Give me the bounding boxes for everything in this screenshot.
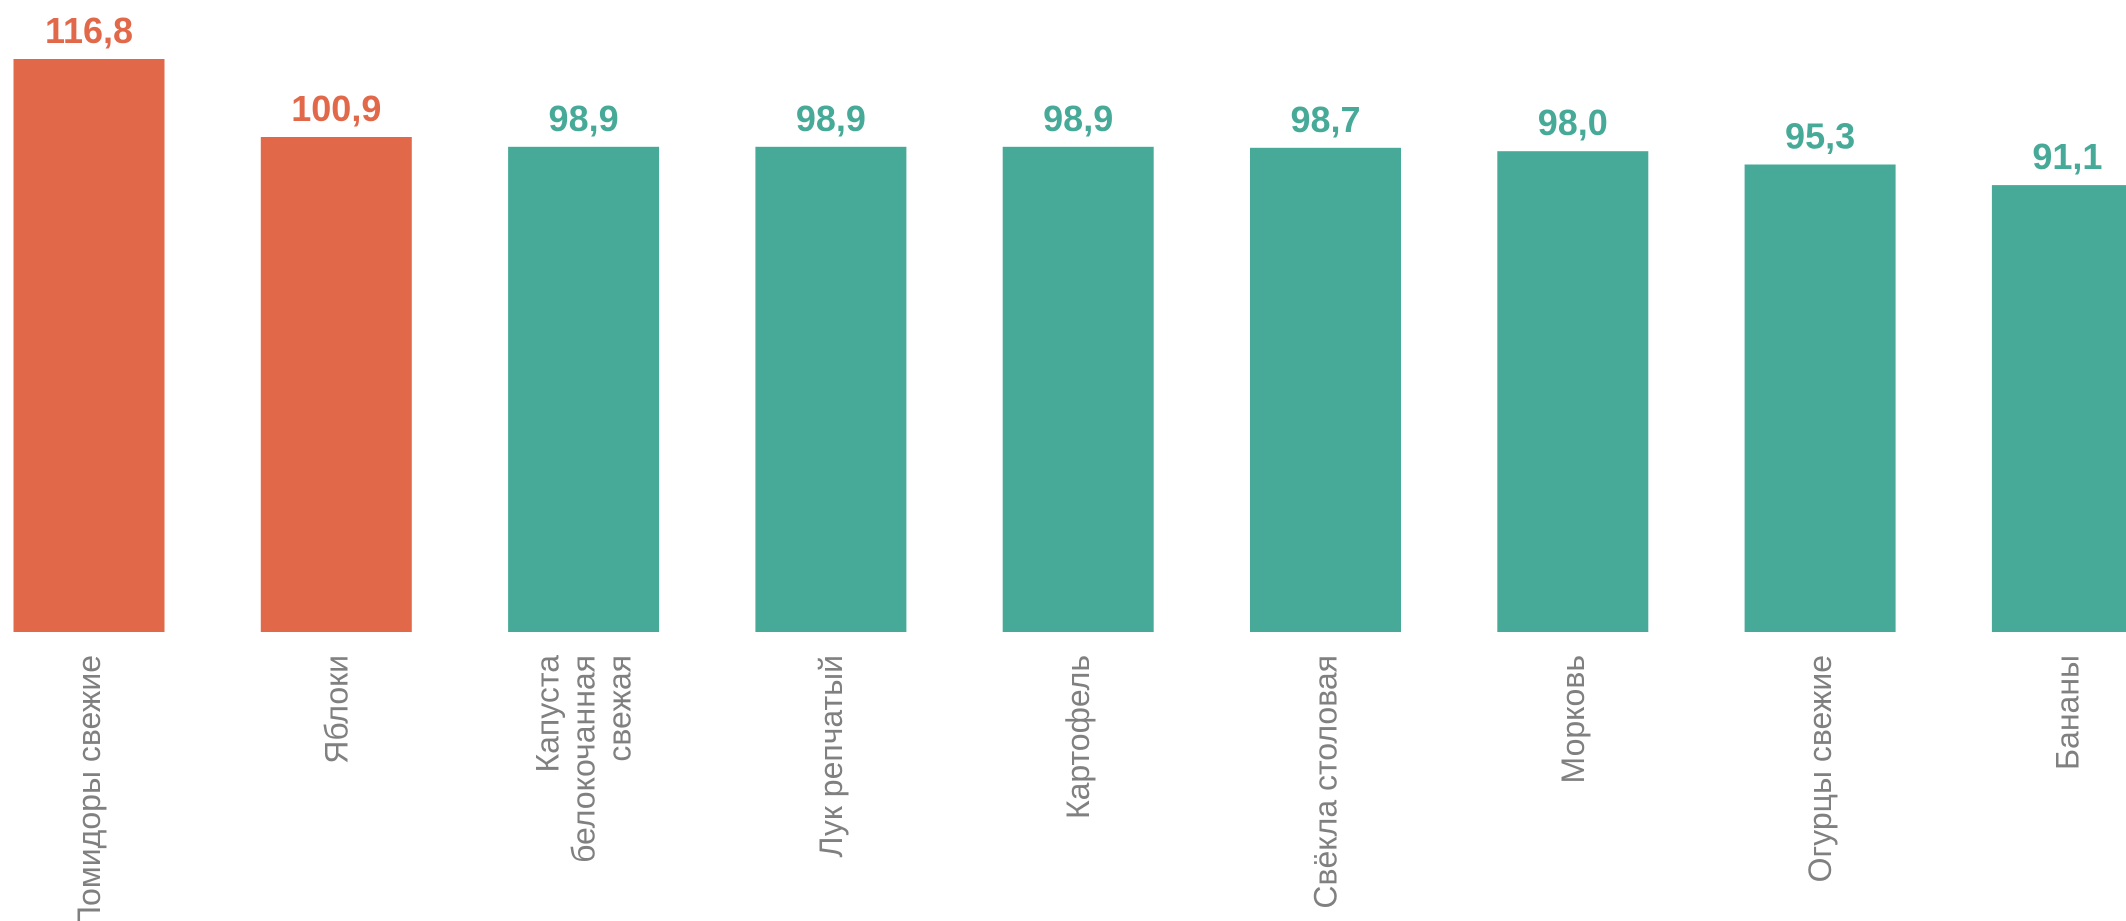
bar [755,146,907,633]
category-label: Картофель [1060,655,1096,819]
bar [508,146,660,633]
category-label-line: Картофель [1060,655,1096,819]
category-label: Бананы [2049,655,2085,770]
data-label: 98,9 [796,98,866,139]
category-label-line: Свёкла столовая [1308,655,1344,909]
bar [1497,151,1649,632]
bar [13,59,165,632]
category-label: Капуста белокочанная свежая [530,655,638,863]
category-label: Свёкла столовая [1308,655,1344,909]
bar [1991,185,2126,632]
category-label: Помидоры свежие [71,655,107,921]
bar [1744,164,1896,632]
data-label: 116,8 [45,10,133,51]
bar [260,137,412,632]
category-label-line: Огурцы свежие [1802,655,1838,882]
category-label: Лук репчатый [813,655,849,857]
data-label: 98,7 [1290,99,1360,140]
category-label-line: Капуста [530,655,566,773]
category-label-line: Лук репчатый [813,655,849,857]
data-label: 91,1 [2032,136,2102,177]
bar [1250,147,1401,633]
category-label-line: свежая [602,655,638,762]
category-label-line: Помидоры свежие [71,655,107,921]
data-label: 100,9 [291,88,381,129]
data-label: 98,9 [1043,98,1113,139]
bar [1002,146,1154,633]
category-label: Яблоки [318,655,354,764]
category-label-line: белокочанная [566,655,602,863]
category-label-line: Яблоки [318,655,354,764]
data-label: 95,3 [1785,116,1855,157]
category-label-line: Бананы [2049,655,2085,770]
data-label: 98,0 [1538,102,1608,143]
category-label-line: Морковь [1555,655,1591,783]
category-label: Морковь [1555,655,1591,783]
category-label: Огурцы свежие [1802,655,1838,882]
data-label: 98,9 [549,98,619,139]
